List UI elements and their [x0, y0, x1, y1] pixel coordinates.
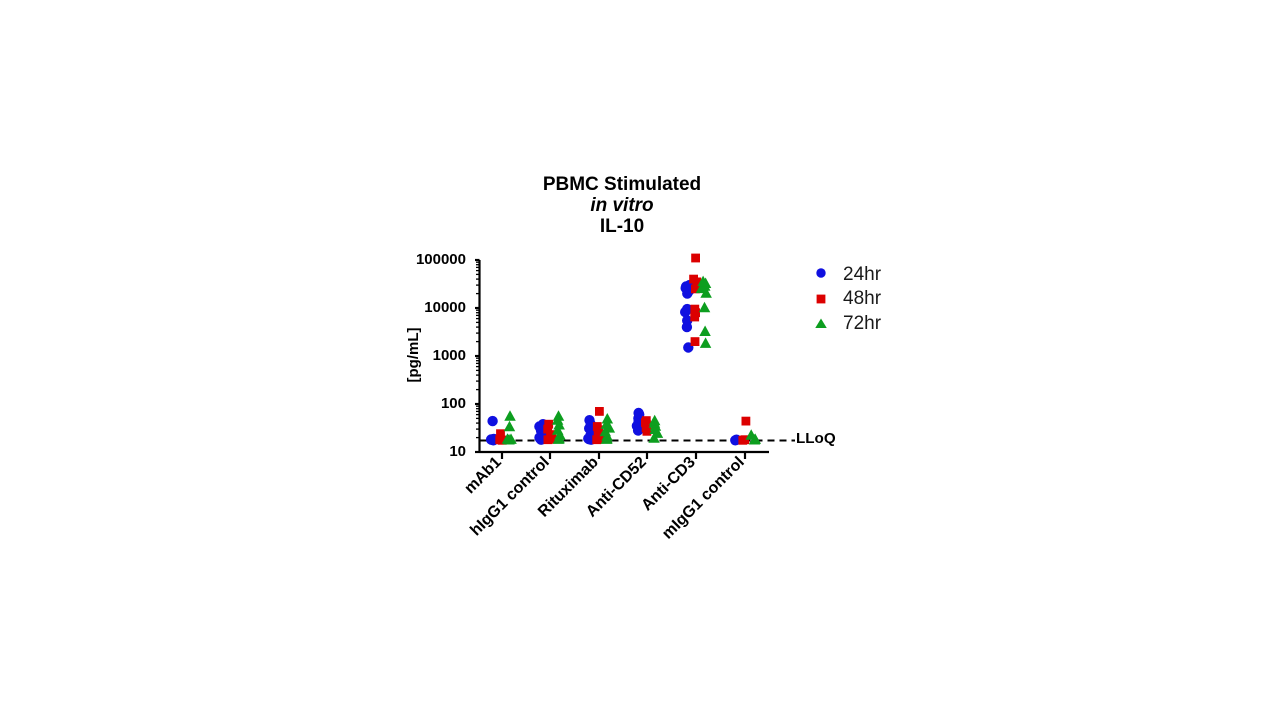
svg-text:IL-10: IL-10 — [600, 216, 644, 237]
svg-text:100: 100 — [441, 395, 466, 412]
svg-text:100000: 100000 — [416, 251, 466, 268]
svg-text:1000: 1000 — [433, 347, 466, 364]
svg-text:72hr: 72hr — [843, 313, 882, 334]
svg-text:mAb1: mAb1 — [461, 454, 505, 498]
svg-text:10000: 10000 — [424, 299, 466, 316]
svg-text:10: 10 — [449, 443, 466, 460]
svg-text:24hr: 24hr — [843, 264, 882, 285]
svg-text:[pg/mL]: [pg/mL] — [405, 328, 422, 383]
svg-text:LLoQ: LLoQ — [796, 430, 836, 447]
svg-text:PBMC Stimulated: PBMC Stimulated — [543, 174, 701, 195]
svg-text:48hr: 48hr — [843, 288, 882, 309]
svg-text:in vitro: in vitro — [590, 195, 653, 216]
